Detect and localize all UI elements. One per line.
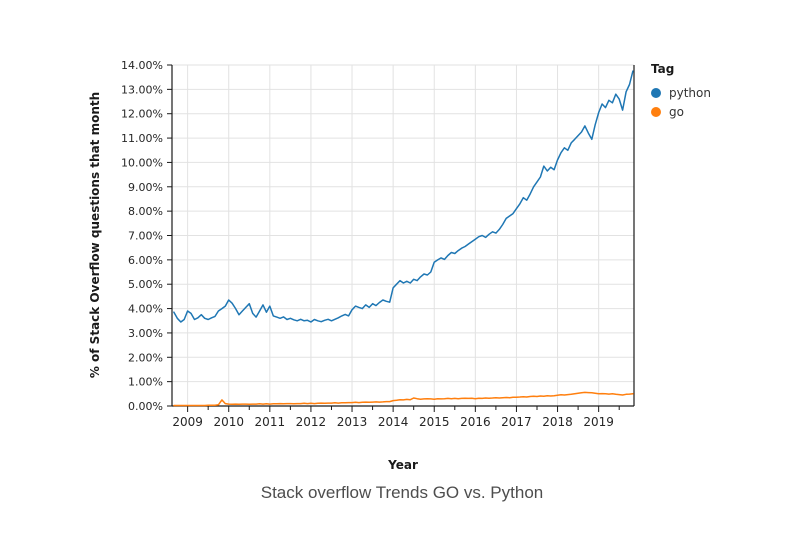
legend-label-python: python — [669, 86, 711, 100]
y-tick-label: 13.00% — [121, 83, 163, 96]
legend-item-go: go — [651, 105, 711, 119]
y-tick-label: 11.00% — [121, 132, 163, 145]
legend-marker-icon — [651, 88, 661, 98]
legend-label-go: go — [669, 105, 684, 119]
y-tick-label: 1.00% — [128, 376, 163, 389]
y-tick-label: 10.00% — [121, 156, 163, 169]
legend-marker-icon — [651, 107, 661, 117]
x-tick-label: 2015 — [419, 415, 450, 429]
y-tick-label: 9.00% — [128, 181, 163, 194]
y-tick-label: 7.00% — [128, 230, 163, 243]
y-tick-label: 2.00% — [128, 351, 163, 364]
x-tick-label: 2012 — [296, 415, 327, 429]
legend-items: python go — [651, 86, 711, 119]
x-tick-label: 2010 — [213, 415, 244, 429]
legend-item-python: python — [651, 86, 711, 100]
y-tick-label: 5.00% — [128, 278, 163, 291]
y-tick-label: 4.00% — [128, 303, 163, 316]
x-tick-label: 2014 — [378, 415, 409, 429]
x-tick-label: 2011 — [255, 415, 286, 429]
chart-title: Stack overflow Trends GO vs. Python — [260, 483, 544, 502]
x-tick-label: 2018 — [542, 415, 573, 429]
y-tick-label: 6.00% — [128, 254, 163, 267]
x-tick-label: 2016 — [460, 415, 491, 429]
x-tick-label: 2019 — [583, 415, 614, 429]
y-tick-label: 0.00% — [128, 400, 163, 413]
x-tick-label: 2009 — [172, 415, 203, 429]
x-tick-label: 2013 — [337, 415, 368, 429]
y-tick-label: 14.00% — [121, 59, 163, 72]
y-tick-label: 12.00% — [121, 108, 163, 121]
x-axis-title: Year — [388, 458, 418, 472]
x-tick-label: 2017 — [501, 415, 532, 429]
series-line-python — [173, 70, 634, 323]
series-line-go — [173, 391, 634, 407]
y-tick-label: 3.00% — [128, 327, 163, 340]
legend: Tag python go — [651, 62, 711, 124]
y-tick-label: 8.00% — [128, 205, 163, 218]
y-axis-title: % of Stack Overflow questions that month — [88, 91, 102, 379]
legend-title: Tag — [651, 62, 675, 76]
